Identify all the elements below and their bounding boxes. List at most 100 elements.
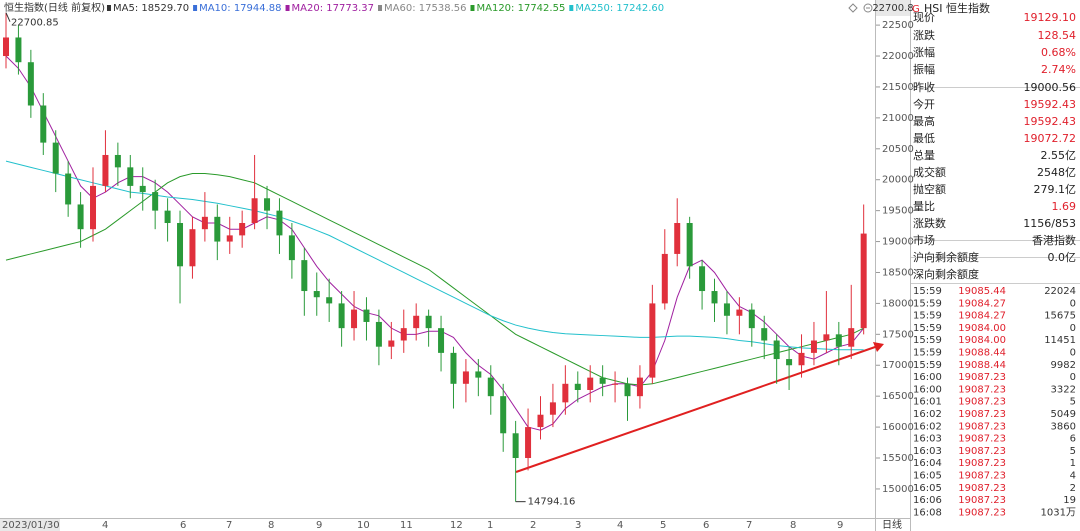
- legend-item: MA60: 17538.56: [384, 3, 466, 14]
- tick-time: 16:04: [913, 458, 942, 469]
- candle-body: [462, 371, 469, 384]
- candle-body: [574, 383, 581, 390]
- date-box: [0, 519, 60, 531]
- candle-body: [90, 185, 97, 230]
- chart-title: 恒生指数(日线 前复权): [4, 1, 105, 14]
- quote-label: 涨跌数: [913, 216, 946, 230]
- icon-minus[interactable]: [863, 3, 873, 13]
- tick-volume: 11451: [1044, 335, 1076, 346]
- quote-label: 今开: [913, 97, 935, 111]
- candle-body: [761, 328, 768, 341]
- tick-time: 16:02: [913, 409, 942, 420]
- candle-body: [636, 377, 643, 397]
- trend-arrow: [873, 342, 884, 352]
- candle-body: [326, 297, 333, 304]
- candle-body: [276, 210, 283, 236]
- tick-time: 16:03: [913, 434, 942, 445]
- candle-body: [313, 291, 320, 298]
- candle-body: [288, 235, 295, 261]
- quote-value: 19592.43: [1024, 98, 1077, 111]
- candle-body: [388, 340, 395, 347]
- x-tick-label: 10: [357, 520, 370, 531]
- candle-body: [773, 340, 780, 360]
- y-tick-label: 19500: [882, 206, 914, 217]
- x-tick-label: 5: [660, 520, 666, 531]
- candle-body: [699, 266, 706, 292]
- y-tick-label: 15000: [882, 484, 914, 495]
- quote-label: 涨跌: [913, 28, 935, 42]
- x-tick-label: 4: [617, 520, 623, 531]
- tick-volume: 15675: [1044, 311, 1076, 322]
- icon-diamond[interactable]: [848, 3, 858, 13]
- candle-body: [674, 223, 681, 254]
- x-tick-label: 9: [837, 520, 843, 531]
- tick-time: 15:59: [913, 335, 942, 346]
- x-tick-label: 3: [575, 520, 581, 531]
- panel-title: HSI 恒生指数: [924, 1, 990, 15]
- tick-price: 19087.23: [958, 372, 1006, 383]
- candle-body: [226, 235, 233, 242]
- candle-body: [624, 383, 631, 397]
- legend-swatch: [378, 5, 383, 11]
- quote-value: 128.54: [1038, 29, 1077, 42]
- candle-body: [835, 334, 842, 347]
- y-tick-label: 18000: [882, 298, 914, 309]
- candle-body: [164, 210, 171, 224]
- legend-swatch: [193, 5, 198, 11]
- candle-body: [375, 321, 382, 347]
- tick-volume: 5049: [1051, 409, 1076, 420]
- y-tick-label: 20500: [882, 144, 914, 155]
- tick-volume: 0: [1070, 323, 1076, 334]
- tick-time: 16:03: [913, 446, 942, 457]
- candle-body: [15, 37, 22, 63]
- x-tick-label: 9: [316, 520, 322, 531]
- tick-price: 19084.27: [958, 298, 1006, 309]
- candle-body: [127, 167, 134, 186]
- quote-label: 抛空额: [913, 182, 946, 196]
- quote-value: 2.74%: [1041, 63, 1076, 76]
- tick-time: 16:08: [913, 507, 942, 518]
- candle-body: [549, 402, 556, 415]
- tick-price: 19088.44: [958, 360, 1006, 371]
- candle-body: [52, 142, 59, 174]
- tick-price: 19087.23: [958, 409, 1006, 420]
- quote-label: 沪向剩余额度: [913, 250, 979, 264]
- candle-body: [301, 260, 308, 292]
- tick-volume: 5: [1070, 446, 1076, 457]
- candle-body: [562, 383, 569, 403]
- candle-body: [599, 377, 606, 384]
- top-label-box: [876, 0, 910, 16]
- tick-volume: 2: [1070, 483, 1076, 494]
- candle-body: [413, 315, 420, 329]
- quote-value: 279.1亿: [1034, 183, 1077, 196]
- quote-label: 现价: [913, 11, 935, 24]
- legend-item: MA250: 17242.60: [575, 3, 664, 14]
- x-tick-label: 12: [450, 520, 463, 531]
- tick-price: 19087.23: [958, 421, 1006, 432]
- candle-body: [537, 414, 544, 428]
- quote-value: 1156/853: [1023, 217, 1076, 230]
- tick-time: 15:59: [913, 286, 942, 297]
- ma-line: [5, 160, 864, 351]
- tick-price: 19087.23: [958, 458, 1006, 469]
- tick-time: 15:59: [913, 323, 942, 334]
- y-tick-label: 17500: [882, 329, 914, 340]
- x-tick-label: 4: [102, 520, 108, 531]
- quote-label: 振幅: [913, 62, 935, 76]
- tick-price: 19087.23: [958, 397, 1006, 408]
- tick-volume: 3322: [1051, 384, 1076, 395]
- candle-body: [338, 303, 345, 329]
- tick-volume: 1031万: [1041, 507, 1076, 518]
- candle-body: [201, 216, 208, 230]
- candle-body: [649, 303, 656, 378]
- candle-body: [214, 216, 221, 242]
- quote-value: 19000.56: [1024, 81, 1077, 94]
- candle-body: [189, 229, 196, 267]
- candle-body: [748, 309, 755, 329]
- quote-label: 深向剩余额度: [913, 267, 979, 281]
- legend-item: MA5: 18529.70: [113, 3, 189, 14]
- tick-time: 16:00: [913, 372, 942, 383]
- tick-price: 19087.23: [958, 495, 1006, 506]
- tick-price: 19087.23: [958, 471, 1006, 482]
